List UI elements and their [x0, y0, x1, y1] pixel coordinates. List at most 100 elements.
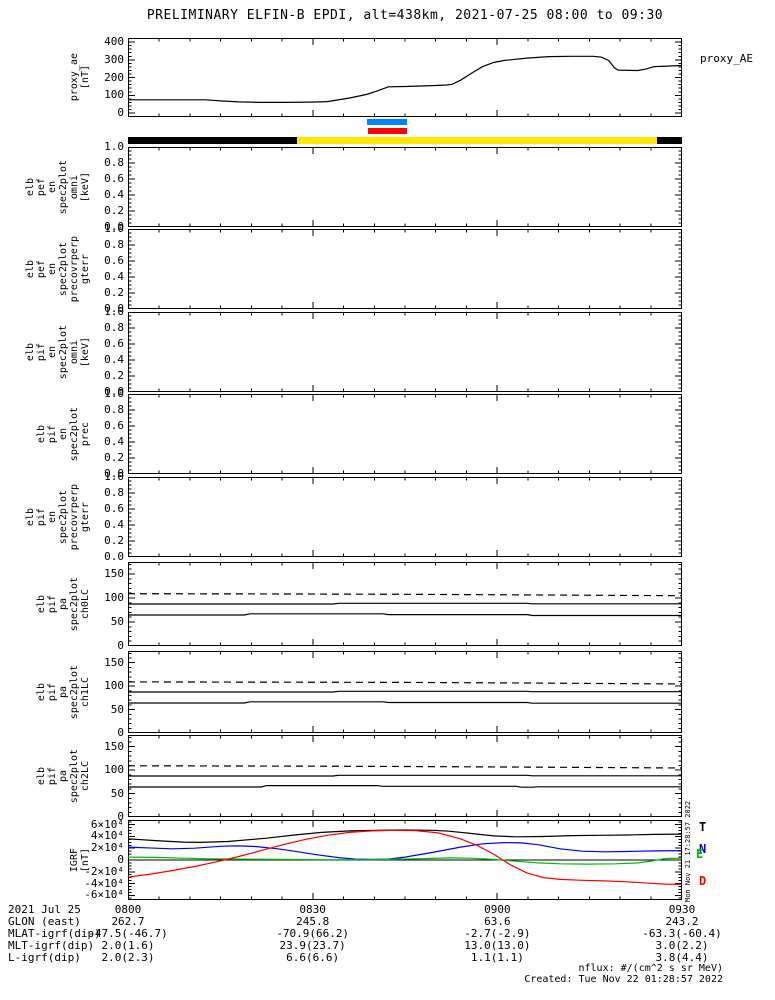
panel-elb-pef-en-spec2plot-precovrperp-gterr-plot	[128, 229, 682, 309]
series-anti_loss_cone	[128, 593, 682, 597]
x-ticks	[128, 147, 682, 227]
ytick-label: 0	[117, 106, 124, 120]
x-ticks	[128, 394, 682, 474]
ytick-label: 0.4	[104, 518, 124, 531]
footer-value: 3.8(4.4)	[655, 951, 709, 964]
ytick-label: 0.4	[104, 270, 124, 283]
y-ticks	[128, 821, 682, 899]
ytick-label: 100	[104, 591, 124, 604]
ytick-label: -6×10⁴	[84, 888, 124, 902]
ytick-label: 400	[104, 35, 124, 49]
series-loss_cone_2	[128, 784, 682, 788]
ytick-label: 1.0	[104, 140, 124, 153]
footer-row-label: MLAT-igrf(dip)	[8, 927, 101, 940]
ytick-label: 100	[104, 679, 124, 693]
y-ticks	[128, 229, 682, 309]
panel-elb-pif-pa-spec2plot-ch0lc-plot	[128, 562, 682, 646]
ytick-label: 200	[104, 70, 124, 84]
ytick-label: 0.2	[104, 451, 124, 464]
panel-proxy-ae-right-label: proxy_AE	[700, 52, 753, 65]
render-timestamp: Mon Nov 21 17:28:57 2022	[684, 800, 692, 902]
page-title: PRELIMINARY ELFIN-B EPDI, alt=438km, 202…	[146, 8, 664, 23]
panel-igrf-plot	[128, 820, 682, 900]
series-D	[128, 829, 682, 885]
series-anti_loss_cone	[128, 681, 682, 685]
ytick-label: 0.0	[104, 550, 124, 563]
footer-value: 2.0(2.3)	[101, 951, 155, 964]
footer-value: 3.0(2.2)	[655, 939, 709, 952]
footer-value: 6.6(6.6)	[286, 951, 340, 964]
ytick-label: 0	[117, 810, 124, 823]
ytick-label: 1.0	[104, 387, 124, 400]
status-bar-segment	[128, 137, 297, 144]
footer-row-label: 2021 Jul 25	[8, 903, 81, 916]
y-ticks	[128, 477, 682, 557]
legend-E: E	[696, 847, 704, 861]
ytick-label: 0.6	[104, 502, 124, 515]
footer-value: 13.0(13.0)	[464, 939, 531, 952]
ytick-label: 0.0	[104, 385, 124, 398]
x-ticks	[128, 477, 682, 557]
ytick-label: 0.8	[104, 486, 124, 499]
footer-value: 1.1(1.1)	[470, 951, 524, 964]
ytick-label: 150	[104, 567, 124, 580]
footer-value: 0930	[668, 903, 696, 916]
created-note: Created: Tue Nov 22 01:28:57 2022	[524, 974, 723, 985]
series-loss_cone_2	[128, 613, 682, 617]
footer-row-label: GLON (east)	[8, 915, 81, 928]
ytick-label: 6×10⁴	[90, 817, 124, 831]
series-proxy_AE	[128, 55, 682, 104]
y-ticks	[128, 394, 682, 474]
series-T	[128, 829, 682, 844]
ytick-label: 0.0	[104, 220, 124, 233]
footer-row-label: L-igrf(dip)	[8, 951, 81, 964]
footer-value: -47.5(-46.7)	[88, 927, 168, 940]
series-loss_cone	[128, 774, 682, 777]
footer-value: -63.3(-60.4)	[642, 927, 722, 940]
y-ticks	[128, 652, 682, 733]
footer-value: 23.9(23.7)	[279, 939, 346, 952]
ytick-label: 0.8	[104, 156, 124, 169]
ytick-label: 0.8	[104, 238, 124, 251]
ytick-label: 1.0	[104, 470, 124, 483]
x-ticks	[128, 229, 682, 309]
panel-elb-pif-en-spec2plot-omni-plot	[128, 312, 682, 392]
series-E	[128, 856, 682, 865]
ytick-label: 0.6	[104, 172, 124, 185]
x-ticks	[128, 312, 682, 392]
ytick-label: 0.2	[104, 534, 124, 547]
ytick-label: 50	[110, 615, 124, 628]
footer-row-label: MLT-igrf(dip)	[8, 939, 95, 952]
footer-value: 63.6	[484, 915, 511, 928]
status-bar-segment	[657, 137, 682, 144]
ytick-label: 1.0	[104, 222, 124, 235]
y-ticks	[128, 312, 682, 392]
x-ticks	[128, 38, 682, 117]
footer-value: 2.0(1.6)	[101, 939, 155, 952]
panel-elb-pif-en-spec2plot-prec-plot	[128, 394, 682, 474]
x-ticks	[128, 651, 682, 733]
ytick-label: 0.6	[104, 337, 124, 350]
series-loss_cone_2	[128, 701, 682, 704]
ytick-label: 150	[104, 655, 124, 669]
science-zone-marker-blue	[366, 119, 408, 125]
footer-value: 0800	[114, 903, 142, 916]
footer-value: -70.9(66.2)	[276, 927, 350, 940]
ytick-label: 1.0	[104, 305, 124, 318]
series-N	[128, 841, 682, 861]
y-ticks	[128, 38, 682, 117]
footnotes: nflux: #/(cm^2 s sr MeV) Created: Tue No…	[524, 963, 723, 985]
series-anti_loss_cone	[128, 765, 682, 769]
legend-N: N	[699, 842, 707, 856]
ytick-label: 0.0	[104, 467, 124, 480]
ytick-label: 4×10⁴	[90, 829, 124, 843]
footer-value: 245.8	[296, 915, 330, 928]
x-ticks	[128, 562, 682, 646]
ytick-label: 300	[104, 52, 124, 66]
science-zone-marker-red	[368, 128, 408, 134]
units-note: nflux: #/(cm^2 s sr MeV)	[578, 963, 724, 974]
ytick-label: 0.8	[104, 403, 124, 416]
y-ticks	[128, 563, 682, 646]
ytick-label: 0.8	[104, 321, 124, 334]
